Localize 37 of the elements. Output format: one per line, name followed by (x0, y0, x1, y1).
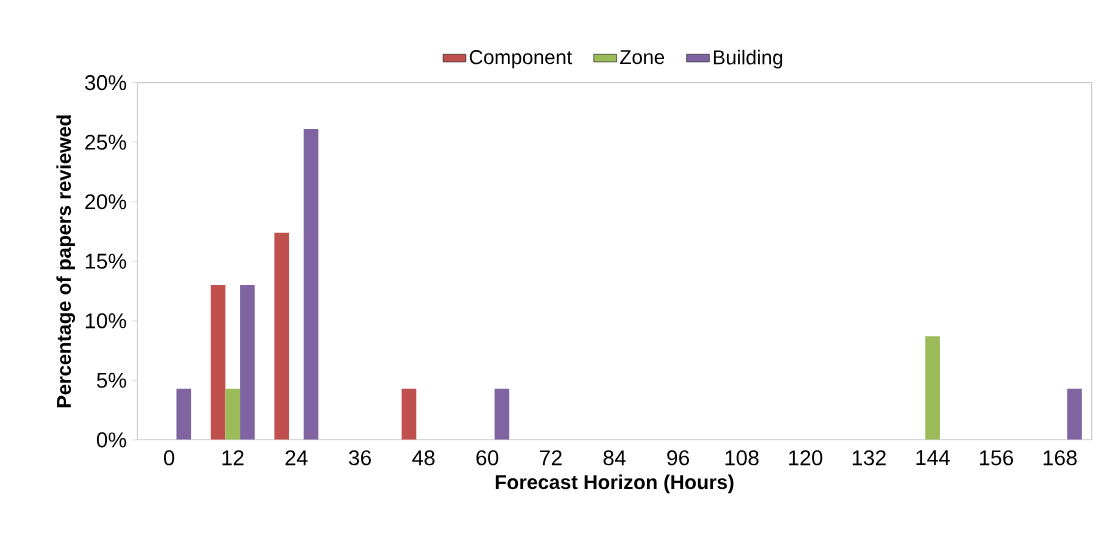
x-tick-label: 24 (285, 450, 308, 466)
bar (176, 388, 192, 440)
x-tick-label: 0 (164, 450, 175, 466)
bar (274, 232, 290, 440)
y-tick-label: 30% (85, 75, 127, 91)
y-tick-label: 15% (85, 253, 127, 269)
bar (401, 388, 417, 440)
y-tick-label: 10% (85, 313, 127, 329)
y-tick-label: 25% (85, 134, 127, 150)
x-tick-label: 108 (725, 450, 759, 466)
bar (225, 388, 241, 440)
legend-label: Zone (620, 50, 665, 65)
legend-label: Component (469, 50, 573, 69)
x-tick-label: 12 (222, 450, 244, 466)
x-tick-label: 120 (789, 450, 823, 466)
bar (925, 336, 940, 440)
x-tick-label: 144 (916, 450, 950, 466)
x-tick-label: 48 (412, 450, 435, 466)
bar (303, 129, 319, 440)
bar (210, 285, 226, 440)
bar (494, 388, 510, 440)
x-axis-title: Forecast Horizon (Hours) (495, 474, 734, 494)
x-tick-label: 84 (603, 450, 626, 466)
x-tick-label: 72 (540, 450, 562, 466)
x-tick-label: 168 (1043, 450, 1077, 466)
x-tick-label: 60 (476, 450, 499, 466)
x-tick-label: 132 (852, 450, 886, 466)
x-tick-label: 36 (348, 450, 371, 466)
bar (1067, 388, 1082, 440)
x-tick-label: 96 (667, 450, 690, 466)
legend-label: Building (713, 49, 783, 69)
y-tick-label: 0% (96, 432, 127, 448)
y-tick-label: 20% (85, 194, 127, 210)
y-tick-label: 5% (96, 372, 127, 388)
y-axis-title: Percentage of papers reviewed (56, 115, 76, 408)
bar (240, 285, 255, 440)
x-tick-label: 156 (980, 450, 1014, 466)
